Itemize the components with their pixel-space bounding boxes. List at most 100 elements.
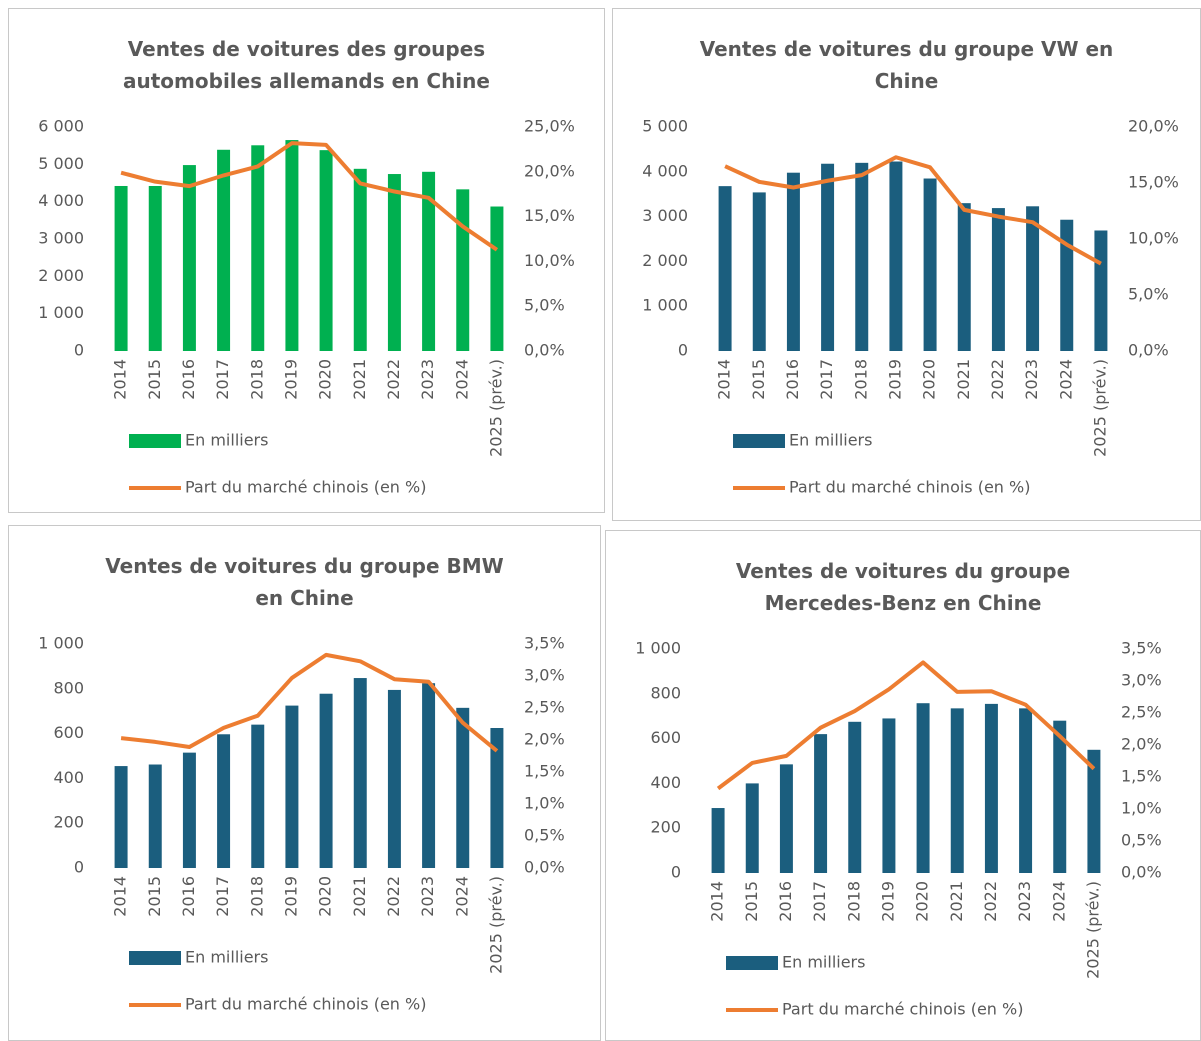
chart-title: Ventes de voitures du groupe BMW en Chin… — [105, 554, 504, 610]
bar — [490, 728, 504, 868]
y2-tick-label: 5,0% — [1128, 285, 1169, 304]
y2-tick-label: 25,0% — [524, 117, 575, 136]
line — [716, 660, 1096, 791]
bar — [855, 162, 869, 351]
line — [120, 652, 499, 753]
y2-tick-label: 5,0% — [524, 296, 565, 315]
x-tick-label: 2019 — [885, 359, 904, 400]
bar — [114, 185, 128, 351]
bar — [848, 721, 862, 873]
bar — [1060, 219, 1074, 351]
bar — [319, 693, 333, 868]
y-tick-label: 0 — [74, 858, 84, 877]
bar — [387, 689, 401, 868]
x-tick-label: 2015 — [145, 876, 164, 917]
x-tick-label: 2016 — [776, 881, 795, 922]
bar — [456, 189, 470, 351]
bar — [422, 683, 436, 868]
x-tick-label: 2022 — [384, 359, 403, 400]
bar — [889, 161, 903, 351]
bar — [957, 203, 971, 351]
x-tick-label: 2015 — [749, 359, 768, 400]
y-tick-label: 200 — [53, 813, 84, 832]
bar — [821, 163, 835, 351]
x-tick-label: 2025 (prév.) — [486, 876, 505, 974]
x-tick-label: 2024 — [452, 876, 471, 917]
legend-label: Part du marché chinois (en %) — [782, 1000, 1023, 1019]
legend-swatch — [733, 434, 785, 448]
bar — [422, 171, 436, 351]
y-tick-label: 600 — [53, 723, 84, 742]
x-tick-label: 2020 — [920, 359, 939, 400]
line — [120, 141, 499, 252]
y-tick-label: 400 — [53, 768, 84, 787]
bar — [353, 168, 367, 351]
x-tick-label: 2017 — [810, 881, 829, 922]
x-tick-label: 2014 — [715, 359, 734, 400]
x-tick-label: 2019 — [878, 881, 897, 922]
x-tick-label: 2023 — [1022, 359, 1041, 400]
chart: 0 1 000 2 000 3 000 4 000 5 000 0,0% 5,0% 10,0% 1… — [642, 117, 1179, 497]
x-tick-label: 2025 (prév.) — [486, 359, 505, 457]
legend-label: Part du marché chinois (en %) — [789, 478, 1030, 497]
bar — [285, 705, 299, 868]
x-tick-label: 2017 — [213, 359, 232, 400]
bar — [711, 808, 725, 873]
bar — [916, 703, 930, 873]
x-tick-label: 2020 — [913, 881, 932, 922]
y-tick-label: 1 000 — [38, 634, 84, 653]
x-tick-label: 2021 — [350, 876, 369, 917]
x-tick-label: 2023 — [418, 359, 437, 400]
y-tick-label: 3 000 — [642, 206, 688, 225]
y-tick-label: 1 000 — [642, 296, 688, 315]
y2-tick-label: 3,0% — [1121, 671, 1162, 690]
bar — [251, 724, 265, 868]
y-tick-label: 4 000 — [38, 191, 84, 210]
y2-tick-label: 2,0% — [524, 730, 565, 749]
legend-swatch — [129, 434, 181, 448]
x-tick-label: 2016 — [179, 359, 198, 400]
bar — [779, 764, 793, 873]
y2-tick-label: 15,0% — [1128, 173, 1179, 192]
chart-panel: Ventes de voitures des groupes automobil… — [8, 8, 605, 513]
legend-label: Part du marché chinois (en %) — [185, 995, 426, 1014]
y2-tick-label: 3,5% — [524, 634, 565, 653]
y-tick-label: 0 — [671, 863, 681, 882]
x-tick-label: 2018 — [247, 359, 266, 400]
bar — [148, 185, 162, 351]
bar — [353, 678, 367, 868]
bar — [718, 186, 732, 351]
line — [724, 155, 1102, 266]
x-tick-label: 2015 — [145, 359, 164, 400]
bar — [923, 178, 937, 351]
bar — [387, 174, 401, 351]
y2-tick-label: 2,5% — [1121, 703, 1162, 722]
y-tick-label: 600 — [650, 728, 681, 747]
x-tick-label: 2025 (prév.) — [1090, 359, 1109, 457]
bar — [490, 206, 504, 351]
x-tick-label: 2024 — [1049, 881, 1068, 922]
x-tick-label: 2014 — [111, 876, 130, 917]
chart-panel: Ventes de voitures du groupe BMW en Chin… — [8, 525, 601, 1041]
x-tick-label: 2022 — [988, 359, 1007, 400]
x-tick-label: 2025 (prév.) — [1083, 881, 1102, 979]
y-tick-label: 3 000 — [38, 229, 84, 248]
bar — [1053, 720, 1067, 873]
bar — [148, 764, 162, 868]
chart: 0 200 400 600 800 1 000 0,0% 0,5% 1,0% 1,5% 2,0% 2,… — [635, 639, 1162, 1019]
y-tick-label: 2 000 — [38, 266, 84, 285]
y-tick-label: 200 — [650, 818, 681, 837]
y-tick-label: 0 — [74, 341, 84, 360]
y2-tick-label: 2,0% — [1121, 735, 1162, 754]
x-tick-label: 2021 — [947, 881, 966, 922]
x-tick-label: 2018 — [851, 359, 870, 400]
chart: 0 1 000 2 000 3 000 4 000 5 000 6 000 0,0% 5,0% 1… — [38, 117, 575, 497]
y2-tick-label: 1,0% — [1121, 799, 1162, 818]
chart-panel: Ventes de voitures du groupe Mercedes-Be… — [605, 530, 1201, 1041]
bar — [950, 708, 964, 873]
x-tick-label: 2017 — [213, 876, 232, 917]
chart-title: Ventes de voitures des groupes automobil… — [123, 37, 490, 93]
bar — [814, 734, 828, 873]
chart: 0 200 400 600 800 1 000 0,0% 0,5% 1,0% 1,5% 2,0% 2,… — [38, 634, 565, 1014]
